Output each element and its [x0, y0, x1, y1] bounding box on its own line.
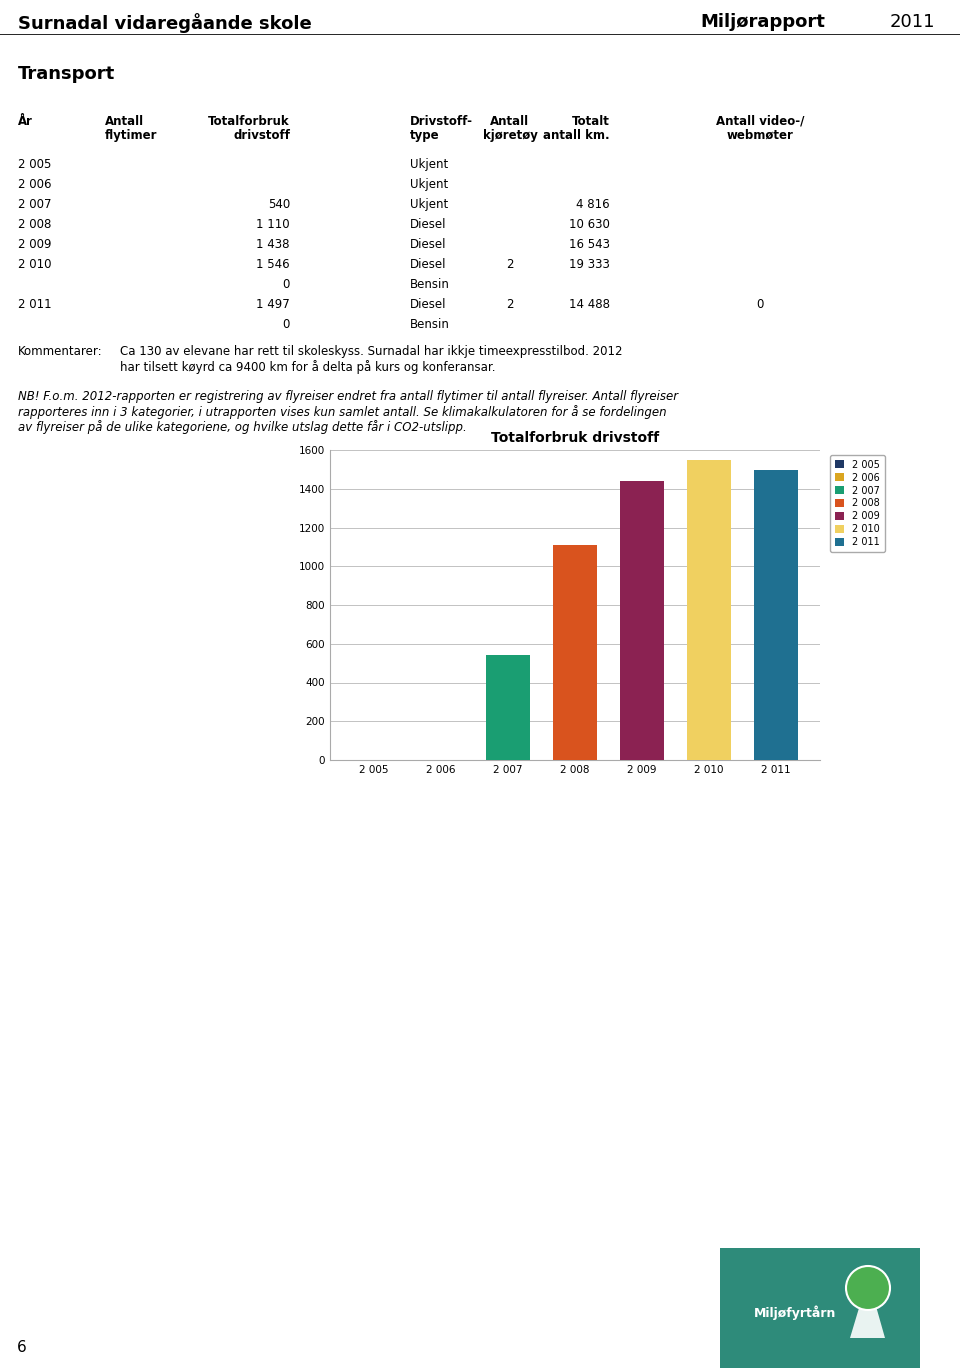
Text: Kommentarer:: Kommentarer:: [18, 345, 103, 358]
Text: Ca 130 av elevane har rett til skoleskyss. Surnadal har ikkje timeexpresstilbod.: Ca 130 av elevane har rett til skoleskys…: [120, 345, 622, 358]
Text: 1 546: 1 546: [256, 258, 290, 271]
Text: Ukjent: Ukjent: [410, 197, 448, 211]
Text: Totalt: Totalt: [572, 115, 610, 128]
Text: 16 543: 16 543: [569, 239, 610, 251]
Text: Drivstoff-: Drivstoff-: [410, 115, 473, 128]
FancyBboxPatch shape: [718, 1246, 922, 1370]
Text: 0: 0: [282, 318, 290, 330]
Bar: [755, 470, 798, 760]
Text: 2: 2: [506, 298, 514, 311]
Text: drivstoff: drivstoff: [233, 129, 290, 143]
Text: 0: 0: [756, 298, 764, 311]
Text: 1 438: 1 438: [256, 239, 290, 251]
Text: Surnadal vidaregåande skole: Surnadal vidaregåande skole: [18, 12, 312, 33]
Legend: 2 005, 2 006, 2 007, 2 008, 2 009, 2 010, 2 011: 2 005, 2 006, 2 007, 2 008, 2 009, 2 010…: [829, 455, 885, 553]
Text: har tilsett køyrd ca 9400 km for å delta på kurs og konferansar.: har tilsett køyrd ca 9400 km for å delta…: [120, 361, 495, 374]
Circle shape: [846, 1265, 890, 1311]
Text: Antall: Antall: [491, 115, 530, 128]
Text: Ukjent: Ukjent: [410, 158, 448, 171]
Text: 1 110: 1 110: [256, 218, 290, 230]
Text: webmøter: webmøter: [727, 129, 793, 143]
Bar: [553, 544, 597, 760]
Text: Diesel: Diesel: [410, 298, 446, 311]
Text: 1 497: 1 497: [256, 298, 290, 311]
Text: 2: 2: [506, 258, 514, 271]
Text: Diesel: Diesel: [410, 239, 446, 251]
Text: av flyreiser på de ulike kategoriene, og hvilke utslag dette får i CO2-utslipp.: av flyreiser på de ulike kategoriene, og…: [18, 420, 467, 435]
Text: NB! F.o.m. 2012-rapporten er registrering av flyreiser endret fra antall flytime: NB! F.o.m. 2012-rapporten er registrerin…: [18, 389, 678, 403]
Text: Transport: Transport: [18, 64, 115, 84]
Text: Totalforbruk: Totalforbruk: [208, 115, 290, 128]
Text: År: År: [18, 115, 33, 128]
Text: rapporteres inn i 3 kategorier, i utrapporten vises kun samlet antall. Se klimak: rapporteres inn i 3 kategorier, i utrapp…: [18, 404, 666, 420]
Text: Bensin: Bensin: [410, 318, 450, 330]
Text: 2 010: 2 010: [18, 258, 52, 271]
Text: Antall: Antall: [105, 115, 144, 128]
Text: 19 333: 19 333: [569, 258, 610, 271]
Text: flytimer: flytimer: [105, 129, 157, 143]
Text: Miljøfyrtårn: Miljøfyrtårn: [754, 1305, 836, 1320]
Title: Totalforbruk drivstoff: Totalforbruk drivstoff: [491, 430, 660, 444]
Text: Bensin: Bensin: [410, 278, 450, 291]
Bar: [620, 481, 663, 760]
Text: 0: 0: [282, 278, 290, 291]
Text: type: type: [410, 129, 440, 143]
Text: Miljørapport: Miljørapport: [700, 12, 825, 32]
Text: Ukjent: Ukjent: [410, 178, 448, 191]
Text: 2 008: 2 008: [18, 218, 52, 230]
Text: 2 009: 2 009: [18, 239, 52, 251]
Text: 2 007: 2 007: [18, 197, 52, 211]
Text: Diesel: Diesel: [410, 258, 446, 271]
Text: 6: 6: [17, 1339, 27, 1355]
Text: 2011: 2011: [890, 12, 935, 32]
Bar: [487, 655, 530, 760]
Text: 2 005: 2 005: [18, 158, 52, 171]
Text: 540: 540: [268, 197, 290, 211]
Text: 2 006: 2 006: [18, 178, 52, 191]
Text: Diesel: Diesel: [410, 218, 446, 230]
Text: 2 011: 2 011: [18, 298, 52, 311]
Text: 4 816: 4 816: [576, 197, 610, 211]
Text: 10 630: 10 630: [569, 218, 610, 230]
Bar: [687, 461, 731, 760]
Text: kjøretøy: kjøretøy: [483, 129, 538, 143]
Text: antall km.: antall km.: [543, 129, 610, 143]
Text: 14 488: 14 488: [569, 298, 610, 311]
Text: Antall video-/: Antall video-/: [716, 115, 804, 128]
Polygon shape: [850, 1278, 885, 1338]
